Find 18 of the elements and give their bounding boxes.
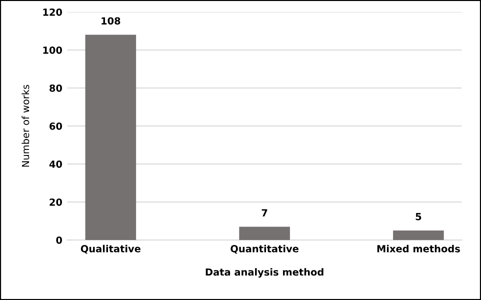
y-tick-label: 120 [43, 8, 62, 16]
y-axis-title: Number of works [22, 84, 30, 167]
x-tick-label: Quantitative [230, 244, 298, 254]
y-tick-label: 0 [56, 236, 62, 244]
bar [393, 230, 444, 240]
y-tick-label: 100 [43, 46, 62, 54]
y-tick-label: 20 [50, 198, 62, 206]
data-label: 7 [262, 209, 268, 216]
y-tick-label: 60 [50, 122, 62, 130]
data-label: 108 [102, 17, 120, 25]
x-axis-title: Data analysis method [206, 268, 324, 278]
bar [239, 226, 290, 240]
x-tick-label: Qualitative [80, 244, 140, 254]
bar [85, 34, 136, 240]
x-tick-label: Mixed methods [377, 244, 460, 252]
data-label: 5 [416, 213, 422, 220]
y-tick-label: 40 [49, 160, 62, 168]
y-tick-label: 80 [50, 84, 62, 92]
